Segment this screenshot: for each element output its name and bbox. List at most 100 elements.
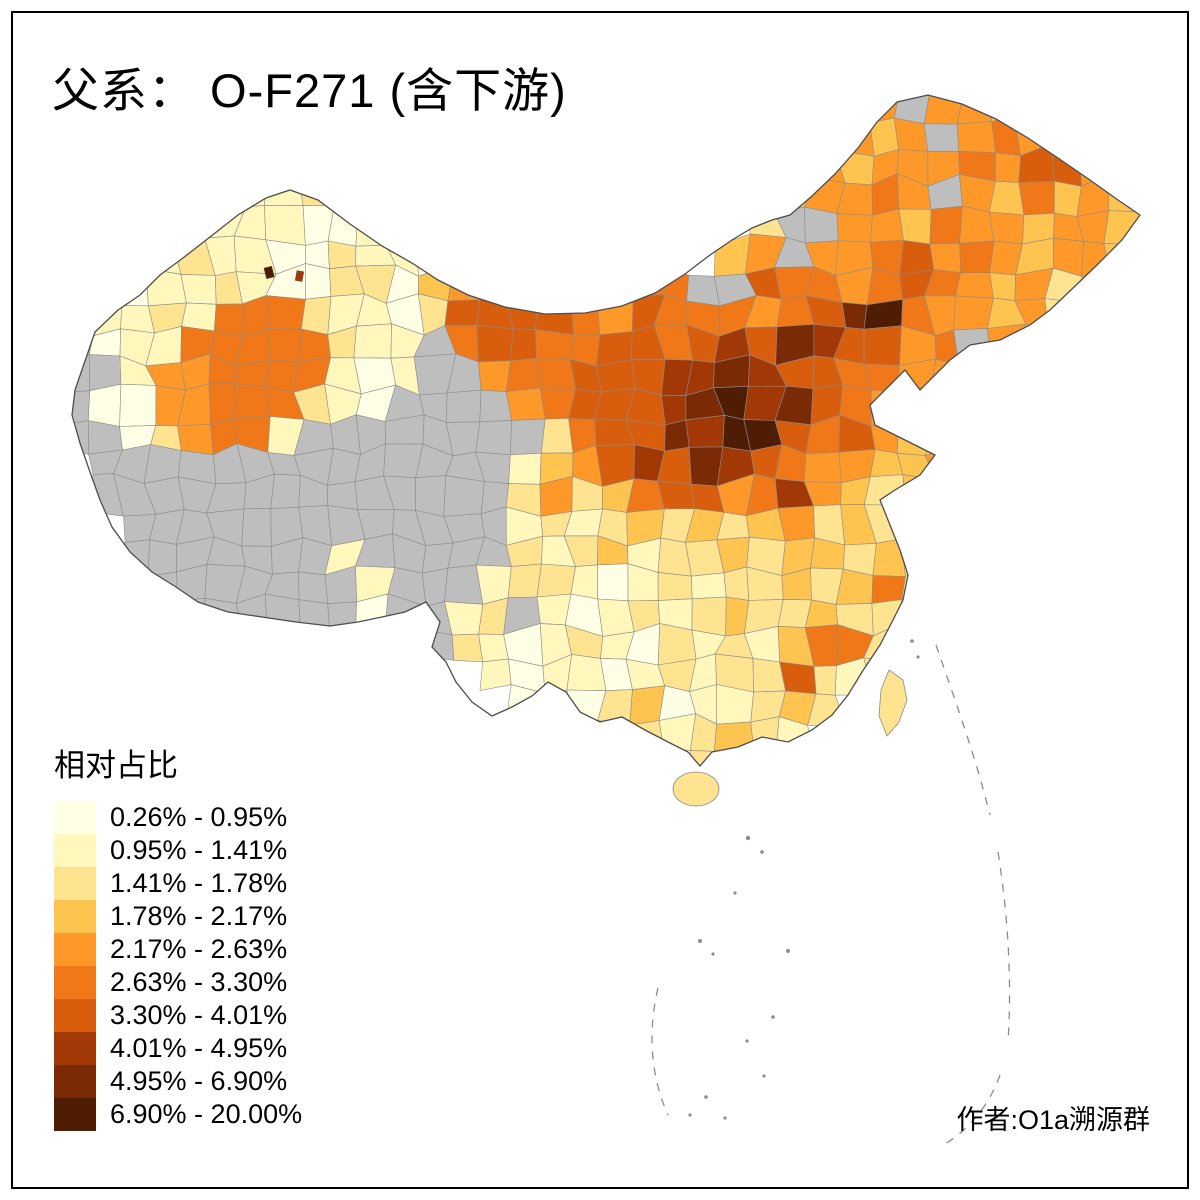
prefecture-cell (929, 205, 963, 245)
prefecture-cell (72, 298, 95, 337)
prefecture-cell (536, 593, 572, 626)
prefecture-cell (117, 539, 150, 577)
prefecture-cell (777, 144, 817, 181)
prefecture-cell (691, 572, 727, 600)
prefecture-cell (476, 324, 514, 363)
prefecture-cell (930, 386, 966, 427)
prefecture-cell (119, 383, 157, 427)
legend: 相对占比 0.26% - 0.95% 0.95% - 1.41% 1.41% - 1… (54, 740, 302, 1131)
prefecture-cell (415, 204, 451, 247)
prefecture-cell (213, 303, 244, 337)
prefecture-cell (959, 240, 995, 273)
prefecture-cell (836, 213, 873, 243)
prefecture-cell (479, 268, 515, 301)
prefecture-cell (924, 444, 966, 484)
prefecture-cell (386, 208, 423, 247)
prefecture-cell (241, 508, 272, 547)
prefecture-cell (265, 295, 306, 331)
prefecture-cell (570, 297, 601, 335)
prefecture-cell (505, 357, 541, 393)
legend-swatch (54, 966, 96, 999)
prefecture-cell (208, 383, 236, 425)
prefecture-cell (177, 423, 214, 456)
prefecture-cell (1044, 298, 1087, 333)
prefecture-cell (510, 328, 537, 362)
taiwan-region (878, 669, 908, 737)
prefecture-cell (807, 113, 842, 151)
prefecture-cell (241, 177, 268, 208)
prefecture-cell (956, 121, 996, 154)
prefecture-cell (1108, 147, 1137, 176)
prefecture-cell (897, 386, 937, 427)
prefecture-cell (300, 296, 332, 335)
legend-label: 4.01% - 4.95% (110, 1033, 288, 1063)
prefecture-cell (1108, 174, 1140, 213)
prefecture-cell (1083, 295, 1108, 329)
prefecture-cell (714, 721, 755, 757)
legend-swatch (54, 999, 96, 1032)
prefecture-cell (477, 360, 511, 393)
prefecture-cell (896, 418, 937, 456)
legend-label: 4.95% - 6.90% (110, 1066, 288, 1096)
prefecture-cell (1018, 180, 1055, 216)
prefecture-cell (476, 296, 514, 330)
prefecture-cell (415, 235, 455, 277)
prefecture-cell (355, 244, 397, 267)
sea-dash-line-1 (935, 644, 991, 816)
prefecture-cell (924, 420, 961, 457)
prefecture-cell (988, 180, 1025, 216)
prefecture-cell (357, 177, 396, 210)
legend-swatch (54, 867, 96, 900)
prefecture-cell (664, 419, 690, 452)
prefecture-cell (1047, 327, 1085, 359)
prefecture-cell (267, 328, 302, 363)
prefecture-cell (900, 538, 933, 578)
prefecture-cell (988, 211, 1025, 245)
china-outline (71, 94, 1141, 767)
prefecture-cell (145, 234, 182, 275)
legend-label: 6.90% - 20.00% (110, 1099, 303, 1129)
sea-dash-line-3 (941, 1074, 1001, 1147)
prefecture-cell (841, 302, 868, 330)
choropleth-cells (72, 95, 1140, 766)
prefecture-cell (264, 204, 306, 246)
prefecture-cell (507, 563, 542, 599)
prefecture-cell (958, 358, 995, 393)
prefecture-cell (627, 265, 666, 297)
prefecture-cell (930, 358, 966, 393)
prefecture-cell (145, 571, 179, 606)
prefecture-cell (445, 389, 482, 423)
prefecture-cell (899, 623, 927, 664)
prefecture-cell (929, 242, 962, 274)
prefecture-cell (991, 114, 1022, 157)
prefecture-cell (270, 473, 301, 509)
prefecture-cell (953, 295, 994, 331)
prefecture-cell (421, 567, 449, 607)
prefecture-cell (840, 95, 871, 127)
legend-item: 1.41% - 1.78% (54, 867, 302, 900)
prefecture-cell (264, 176, 304, 206)
legend-item: 1.78% - 2.17% (54, 900, 302, 933)
dark-enclave-1 (263, 265, 275, 280)
prefecture-cell (688, 446, 724, 487)
prefecture-cell (509, 418, 546, 456)
legend-label: 2.63% - 3.30% (110, 967, 288, 997)
legend-swatch (54, 933, 96, 966)
legend-label: 1.41% - 1.78% (110, 868, 288, 898)
prefecture-cell (932, 509, 967, 546)
legend-swatch (54, 801, 96, 834)
prefecture-cell (1050, 143, 1082, 187)
prefecture-cell (415, 475, 447, 517)
prefecture-cell (535, 329, 575, 360)
prefecture-cell (147, 539, 177, 577)
prefecture-cell (1054, 180, 1082, 217)
author-credit: 作者:O1a溯源群 (956, 1105, 1150, 1135)
prefecture-cell (264, 593, 301, 631)
prefecture-cell (535, 301, 575, 336)
prefecture-cell (1047, 122, 1084, 151)
prefecture-cell (995, 152, 1022, 183)
prefecture-cell (803, 451, 842, 484)
prefecture-cell (596, 720, 631, 752)
prefecture-cell (953, 328, 991, 366)
